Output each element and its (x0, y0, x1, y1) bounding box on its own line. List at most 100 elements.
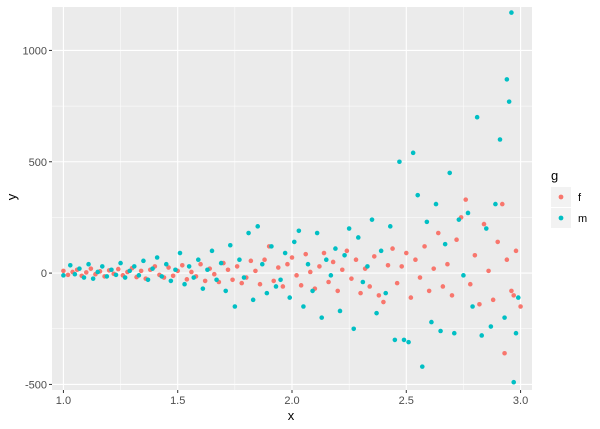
point-m (333, 246, 338, 251)
x-tick-label: 2.0 (284, 395, 299, 407)
point-m (61, 273, 66, 278)
point-f (317, 264, 322, 269)
point-m (438, 328, 443, 334)
point-m (127, 268, 133, 274)
y-tick-label: 500 (29, 157, 47, 169)
point-m (195, 257, 201, 263)
point-m (415, 192, 421, 198)
point-m (451, 330, 457, 336)
point-f (445, 261, 450, 267)
point-f (179, 263, 185, 268)
point-m (287, 295, 293, 300)
point-f (511, 293, 517, 298)
legend-label-m: m (578, 213, 587, 225)
point-m (209, 248, 215, 254)
point-m (182, 281, 187, 287)
point-m (483, 226, 489, 231)
point-m (465, 210, 471, 216)
x-tick-label: 1.5 (170, 395, 185, 407)
x-axis-ticks: 1.0 1.5 2.0 2.5 3.0 (56, 390, 528, 407)
point-f (349, 276, 354, 281)
point-f (189, 269, 194, 275)
point-m (90, 276, 96, 281)
point-f (330, 259, 336, 265)
point-f (502, 350, 507, 356)
point-f (115, 266, 121, 272)
point-m (159, 274, 165, 279)
point-m (99, 264, 105, 269)
point-f (426, 288, 432, 294)
point-f (239, 280, 245, 286)
point-f (481, 221, 487, 227)
point-m (351, 326, 357, 332)
point-m (319, 315, 325, 320)
point-m (205, 267, 210, 273)
legend: g f m (551, 168, 587, 228)
point-m (497, 137, 503, 142)
point-m (355, 235, 361, 240)
point-m (383, 290, 389, 296)
point-m (360, 279, 366, 285)
point-m (509, 10, 514, 15)
point-m (447, 170, 453, 176)
point-m (278, 277, 283, 283)
point-m (177, 250, 183, 256)
major-gridlines (52, 7, 532, 390)
point-f (61, 268, 66, 274)
point-f (422, 244, 427, 249)
point-m (141, 258, 146, 264)
point-m (461, 273, 466, 278)
point-m (95, 269, 101, 275)
point-f (271, 278, 277, 284)
point-m (470, 304, 475, 309)
point-f (225, 267, 231, 273)
point-m (424, 219, 430, 225)
point-m (214, 277, 219, 283)
point-f (435, 230, 441, 236)
point-f (376, 293, 382, 298)
point-m (136, 273, 142, 278)
point-m (154, 255, 160, 260)
point-m (479, 333, 485, 338)
point-f (413, 257, 418, 263)
point-f (184, 277, 190, 282)
x-axis-title: x (288, 408, 295, 423)
point-m (392, 337, 398, 343)
point-m (104, 274, 110, 279)
point-m (246, 230, 251, 236)
legend-label-f: f (578, 192, 582, 204)
point-f (467, 281, 473, 287)
point-f (294, 273, 299, 278)
point-f (518, 304, 523, 309)
point-m (269, 244, 274, 249)
point-m (328, 273, 334, 278)
point-f (248, 258, 254, 264)
point-f (280, 284, 286, 289)
point-f (83, 270, 89, 275)
point-f (449, 293, 455, 298)
point-m (433, 201, 439, 207)
point-m (264, 290, 270, 296)
point-m (173, 267, 178, 273)
point-m (474, 114, 480, 120)
point-m (145, 277, 151, 283)
point-f (88, 266, 94, 271)
point-f (211, 271, 217, 277)
point-f (262, 257, 267, 263)
point-m (410, 150, 416, 156)
data-points (61, 10, 523, 385)
point-f (367, 284, 373, 289)
point-f (440, 284, 446, 289)
point-m (511, 379, 517, 385)
point-f (353, 257, 359, 263)
point-m (122, 275, 128, 280)
legend-dot-m (558, 215, 564, 221)
point-m (250, 297, 256, 303)
point-f (403, 250, 409, 256)
point-m (259, 261, 265, 267)
point-m (113, 272, 119, 278)
point-f (371, 254, 377, 259)
point-m (72, 271, 78, 277)
point-f (326, 279, 331, 285)
point-m (118, 260, 123, 266)
